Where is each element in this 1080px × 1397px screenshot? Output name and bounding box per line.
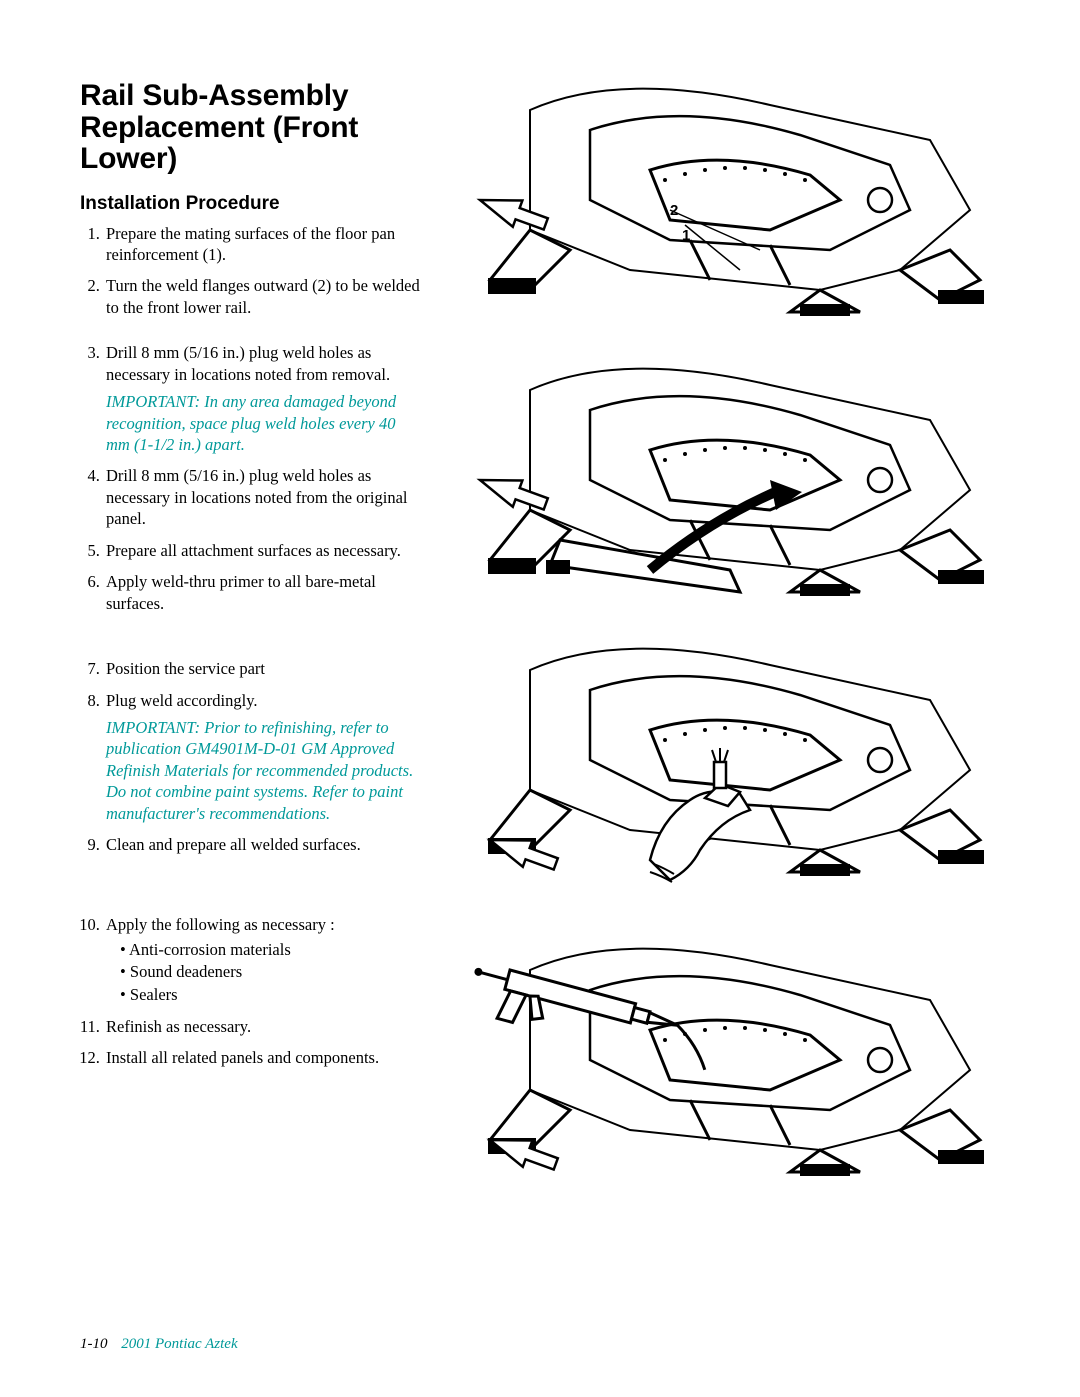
bullet-c: Sealers: [120, 984, 420, 1006]
procedure-list: Position the service part Plug weld acco…: [80, 658, 420, 856]
step-text: Apply the following as necessary :: [106, 915, 335, 934]
step-10: Apply the following as necessary : Anti-…: [104, 914, 420, 1006]
important-note: IMPORTANT: Prior to refinishing, refer t…: [106, 717, 420, 824]
sub-bullets: Anti-corrosion materials Sound deadeners…: [106, 939, 420, 1006]
step-5: Prepare all attachment surfaces as neces…: [104, 540, 420, 561]
callout-2: 2: [670, 202, 678, 219]
figure-2: [460, 360, 1000, 600]
step-text: Plug weld accordingly.: [106, 691, 258, 710]
step-12: Install all related panels and component…: [104, 1047, 420, 1068]
text-column: Rail Sub-Assembly Replacement (Front Low…: [80, 80, 420, 1200]
step-2: Turn the weld flanges outward (2) to be …: [104, 275, 420, 318]
step-6: Apply weld-thru primer to all bare-metal…: [104, 571, 420, 614]
bullet-b: Sound deadeners: [120, 961, 420, 983]
step-4: Drill 8 mm (5/16 in.) plug weld holes as…: [104, 465, 420, 529]
bullet-a: Anti-corrosion materials: [120, 939, 420, 961]
main-title: Rail Sub-Assembly Replacement (Front Low…: [80, 80, 420, 175]
procedure-list: Drill 8 mm (5/16 in.) plug weld holes as…: [80, 342, 420, 614]
step-1: Prepare the mating surfaces of the floor…: [104, 223, 420, 266]
procedure-list: Apply the following as necessary : Anti-…: [80, 914, 420, 1069]
step-3: Drill 8 mm (5/16 in.) plug weld holes as…: [104, 342, 420, 455]
important-note: IMPORTANT: In any area damaged beyond re…: [106, 391, 420, 455]
figure-1: 2 1: [460, 80, 1000, 320]
figure-4: [460, 940, 1000, 1200]
page-footer: 1-10 2001 Pontiac Aztek: [80, 1336, 238, 1353]
step-7: Position the service part: [104, 658, 420, 679]
step-8: Plug weld accordingly. IMPORTANT: Prior …: [104, 690, 420, 825]
callout-1: 1: [682, 227, 690, 244]
step-11: Refinish as necessary.: [104, 1016, 420, 1037]
figure-3: [460, 640, 1000, 900]
page-number: 1-10: [80, 1336, 108, 1352]
vehicle-model: 2001 Pontiac Aztek: [121, 1336, 237, 1352]
step-text: Drill 8 mm (5/16 in.) plug weld holes as…: [106, 343, 390, 383]
procedure-list: Prepare the mating surfaces of the floor…: [80, 223, 420, 319]
section-heading: Installation Procedure: [80, 193, 420, 215]
two-column-layout: Rail Sub-Assembly Replacement (Front Low…: [80, 80, 1000, 1200]
figure-column: 2 1: [460, 80, 1000, 1200]
step-9: Clean and prepare all welded surfaces.: [104, 834, 420, 855]
page: Rail Sub-Assembly Replacement (Front Low…: [0, 0, 1080, 1397]
